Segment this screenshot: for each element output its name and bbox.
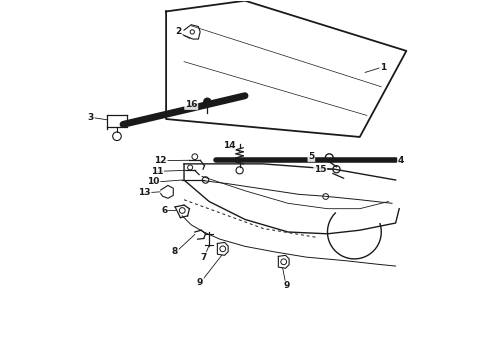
Text: 10: 10: [147, 177, 160, 186]
Text: 4: 4: [398, 156, 404, 165]
Text: 5: 5: [308, 152, 315, 161]
Text: 15: 15: [314, 165, 326, 174]
Text: 13: 13: [138, 188, 151, 197]
Text: 3: 3: [88, 113, 94, 122]
Text: 1: 1: [380, 63, 386, 72]
Text: 8: 8: [172, 247, 178, 256]
Text: 12: 12: [154, 156, 167, 165]
Text: 14: 14: [222, 141, 235, 150]
Circle shape: [204, 98, 211, 105]
Text: 16: 16: [185, 100, 197, 109]
Text: 9: 9: [283, 281, 290, 290]
Text: 7: 7: [200, 253, 207, 262]
Text: 6: 6: [161, 206, 168, 215]
Text: 9: 9: [197, 278, 203, 287]
Text: 11: 11: [151, 167, 163, 176]
Text: 2: 2: [175, 27, 182, 36]
